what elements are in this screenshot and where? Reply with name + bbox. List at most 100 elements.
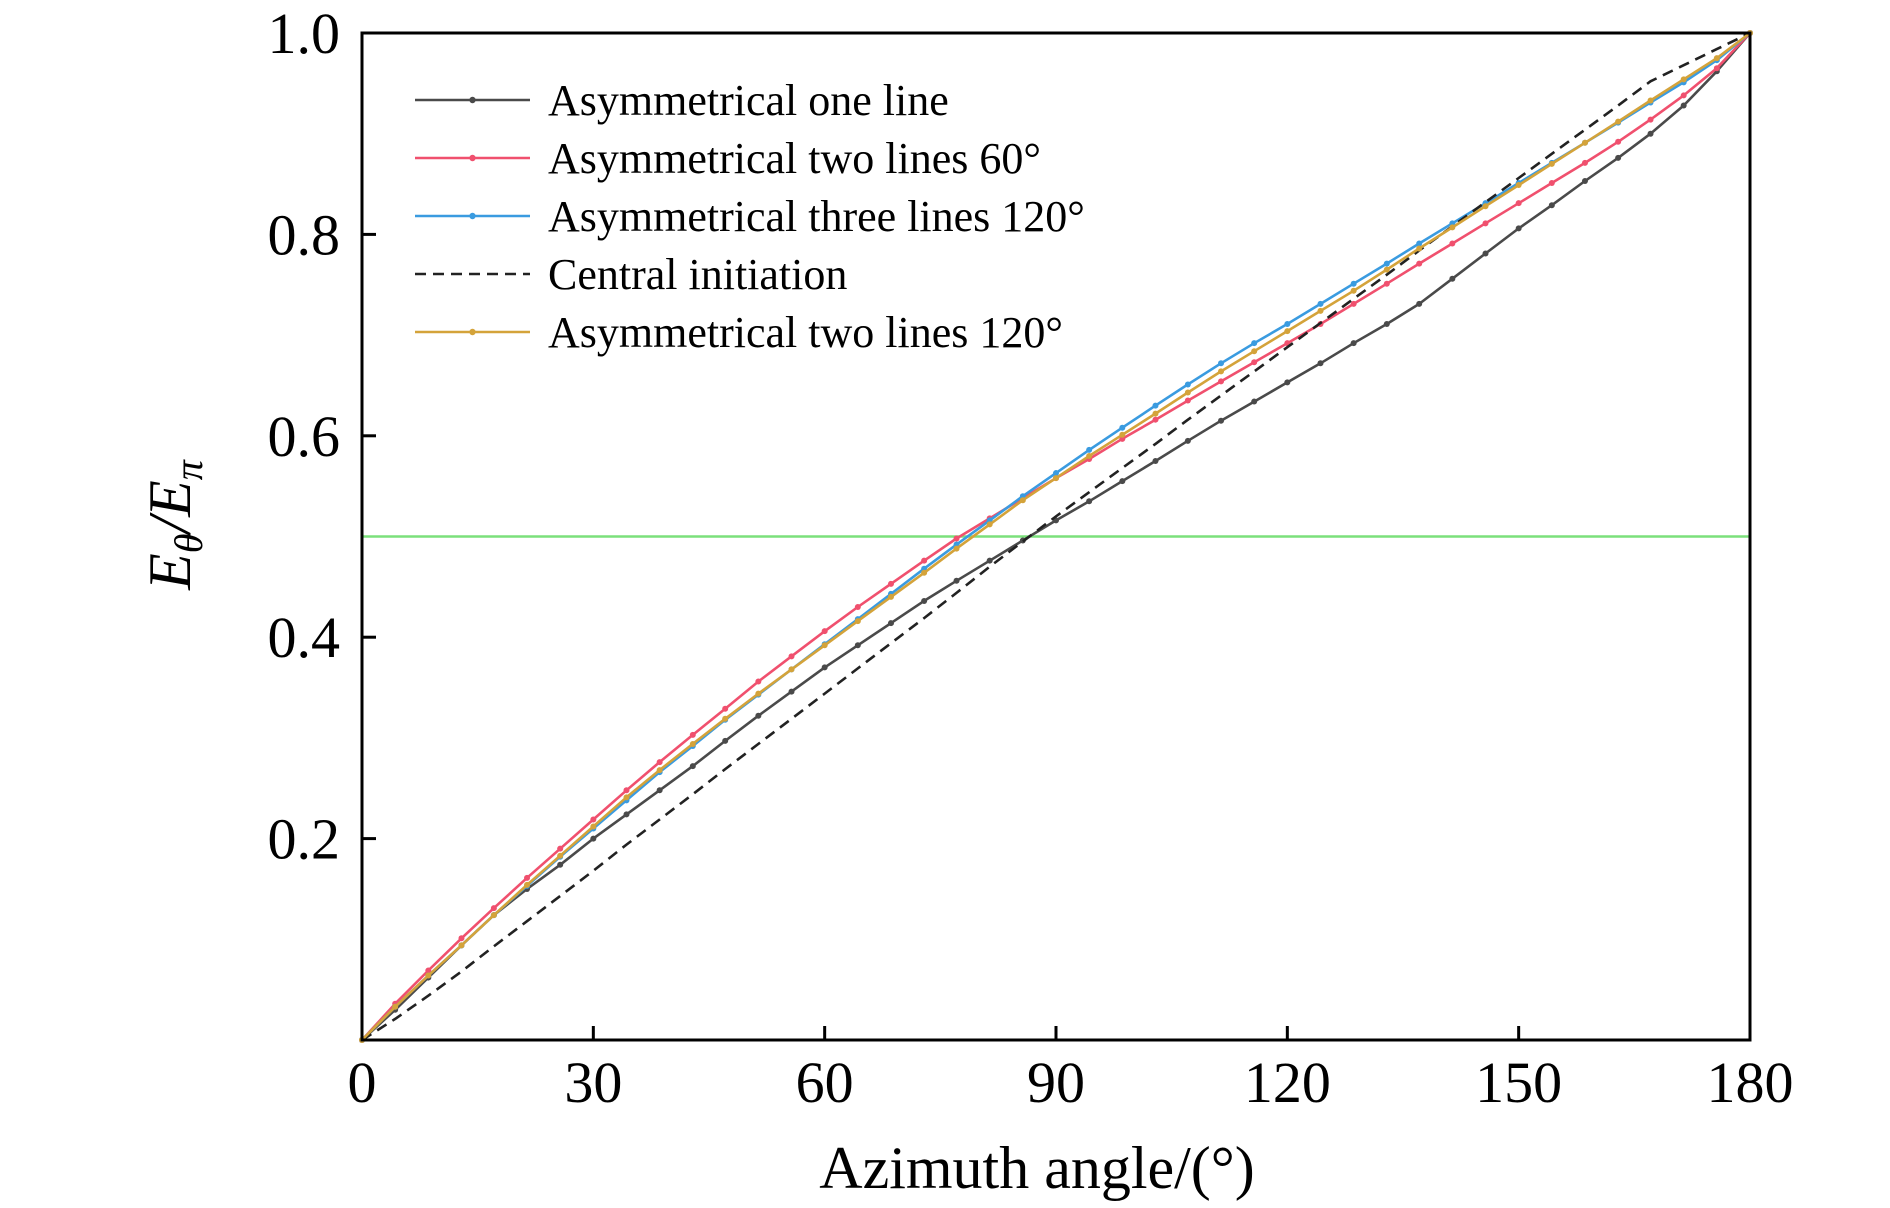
legend-item: Central initiation bbox=[415, 250, 847, 299]
data-point bbox=[590, 816, 597, 823]
data-point bbox=[1053, 470, 1059, 477]
data-point bbox=[722, 737, 729, 744]
data-point bbox=[921, 557, 928, 564]
legend-item: Asymmetrical two lines 120° bbox=[415, 308, 1063, 357]
data-point bbox=[1251, 398, 1258, 405]
y-tick-label: 0.4 bbox=[268, 605, 341, 670]
data-point bbox=[1449, 224, 1456, 231]
y-tick-label: 1.0 bbox=[268, 1, 341, 66]
data-point bbox=[921, 569, 928, 576]
data-point bbox=[392, 1003, 399, 1010]
data-point bbox=[722, 715, 729, 722]
data-point bbox=[1218, 378, 1225, 385]
data-point bbox=[656, 767, 663, 774]
series-layer bbox=[359, 30, 1753, 1043]
legend-label: Asymmetrical two lines 60° bbox=[548, 134, 1041, 183]
data-point bbox=[1548, 160, 1555, 167]
data-point bbox=[854, 618, 861, 625]
legend-marker bbox=[469, 154, 476, 162]
data-point bbox=[1383, 266, 1390, 273]
data-point bbox=[689, 740, 696, 747]
data-point bbox=[722, 705, 729, 712]
data-point bbox=[1184, 397, 1191, 404]
data-point bbox=[854, 603, 861, 610]
legend-marker bbox=[469, 212, 476, 220]
y-tick-label: 0.2 bbox=[268, 807, 341, 872]
x-tick-label: 180 bbox=[1707, 1050, 1794, 1115]
data-point bbox=[1284, 328, 1291, 335]
data-point bbox=[425, 967, 432, 974]
x-axis-label: Azimuth angle/(°) bbox=[819, 1135, 1255, 1201]
data-point bbox=[1152, 402, 1159, 409]
x-tick-label: 90 bbox=[1027, 1050, 1085, 1115]
series-4 bbox=[361, 31, 1751, 1042]
data-point bbox=[1647, 130, 1654, 137]
data-point bbox=[1615, 118, 1622, 125]
data-point bbox=[1184, 389, 1191, 396]
data-point bbox=[1019, 497, 1026, 504]
legend-label: Asymmetrical one line bbox=[548, 76, 949, 125]
data-point bbox=[755, 690, 762, 697]
data-point bbox=[1251, 348, 1258, 355]
data-point bbox=[1416, 240, 1423, 247]
data-point bbox=[557, 845, 564, 852]
data-point bbox=[1416, 245, 1423, 252]
data-point bbox=[1317, 360, 1324, 367]
data-point bbox=[490, 912, 497, 919]
legend-label: Asymmetrical two lines 120° bbox=[548, 308, 1063, 357]
data-point bbox=[1515, 182, 1522, 189]
x-tick-label: 150 bbox=[1475, 1050, 1562, 1115]
data-point bbox=[1119, 431, 1126, 438]
data-point bbox=[1482, 250, 1489, 257]
data-point bbox=[689, 763, 696, 770]
data-point bbox=[1350, 300, 1357, 307]
legend-label: Central initiation bbox=[548, 250, 847, 299]
data-point bbox=[788, 666, 795, 673]
series-5 bbox=[359, 30, 1753, 1043]
data-point bbox=[1383, 280, 1390, 287]
data-point bbox=[986, 521, 993, 528]
legend-marker bbox=[469, 96, 476, 104]
x-tick-label: 30 bbox=[564, 1050, 622, 1115]
x-tick-label: 60 bbox=[796, 1050, 854, 1115]
data-point bbox=[1449, 240, 1456, 247]
data-point bbox=[1218, 417, 1225, 424]
data-point bbox=[1416, 300, 1423, 307]
data-point bbox=[821, 628, 828, 635]
data-point bbox=[1680, 102, 1687, 109]
data-point bbox=[689, 731, 696, 738]
data-point bbox=[921, 597, 928, 604]
legend: Asymmetrical one line Asymmetrical two li… bbox=[415, 76, 1085, 357]
data-point bbox=[1251, 359, 1258, 366]
data-point bbox=[1615, 138, 1622, 145]
data-point bbox=[1647, 116, 1654, 123]
data-point bbox=[1152, 457, 1159, 464]
data-point bbox=[458, 935, 465, 942]
data-point bbox=[887, 593, 894, 600]
x-tick-label: 120 bbox=[1244, 1050, 1331, 1115]
data-point bbox=[887, 580, 894, 587]
data-point bbox=[953, 577, 960, 584]
data-point bbox=[1218, 360, 1225, 367]
data-point bbox=[1548, 202, 1555, 209]
data-point bbox=[1581, 178, 1588, 185]
data-point bbox=[1184, 437, 1191, 444]
data-point bbox=[953, 535, 960, 542]
data-point bbox=[425, 972, 432, 979]
data-point bbox=[986, 557, 993, 564]
data-point bbox=[1218, 368, 1225, 375]
y-axis-label-sep: /E bbox=[137, 480, 203, 536]
data-point bbox=[1680, 92, 1687, 99]
data-point bbox=[1615, 154, 1622, 161]
y-axis-label-sub1: θ bbox=[166, 534, 211, 554]
data-point bbox=[1284, 379, 1291, 386]
data-point bbox=[1680, 76, 1687, 83]
data-point bbox=[1383, 321, 1390, 328]
data-point bbox=[755, 678, 762, 685]
data-point bbox=[1713, 65, 1720, 72]
data-point bbox=[1350, 340, 1357, 347]
legend-item: Asymmetrical three lines 120° bbox=[415, 192, 1085, 241]
data-point bbox=[490, 905, 497, 912]
